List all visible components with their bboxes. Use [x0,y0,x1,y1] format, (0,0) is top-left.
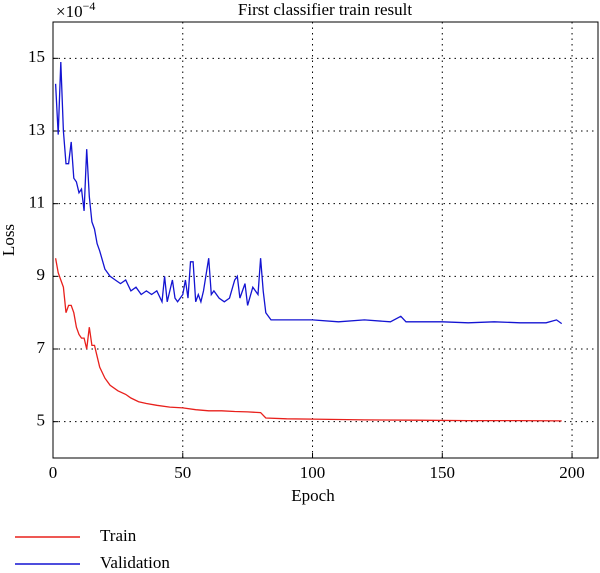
offset-base: ×10 [56,2,83,21]
x-tick-label: 50 [174,463,191,482]
y-tick-label: 7 [37,338,46,357]
y-tick-label: 11 [29,193,45,212]
plot-frame [52,21,599,459]
legend-label: Train [100,526,137,545]
x-tick-label: 200 [559,463,585,482]
chart-title: First classifier train result [238,0,412,19]
line [54,258,562,422]
x-axis-label: Epoch [291,486,335,505]
line [54,61,563,325]
x-tick-label: 150 [430,463,456,482]
y-tick-label: 9 [37,265,46,284]
y-offset-label: ×10−4 [56,0,95,21]
offset-exponent: −4 [83,0,96,13]
y-tick-label: 13 [28,120,45,139]
legend-label: Validation [100,553,170,572]
x-tick-label: 0 [49,463,58,482]
y-tick-label: 5 [37,411,46,430]
y-tick-label: 15 [28,47,45,66]
y-axis-label: Loss [0,224,18,256]
x-tick-label: 100 [300,463,326,482]
